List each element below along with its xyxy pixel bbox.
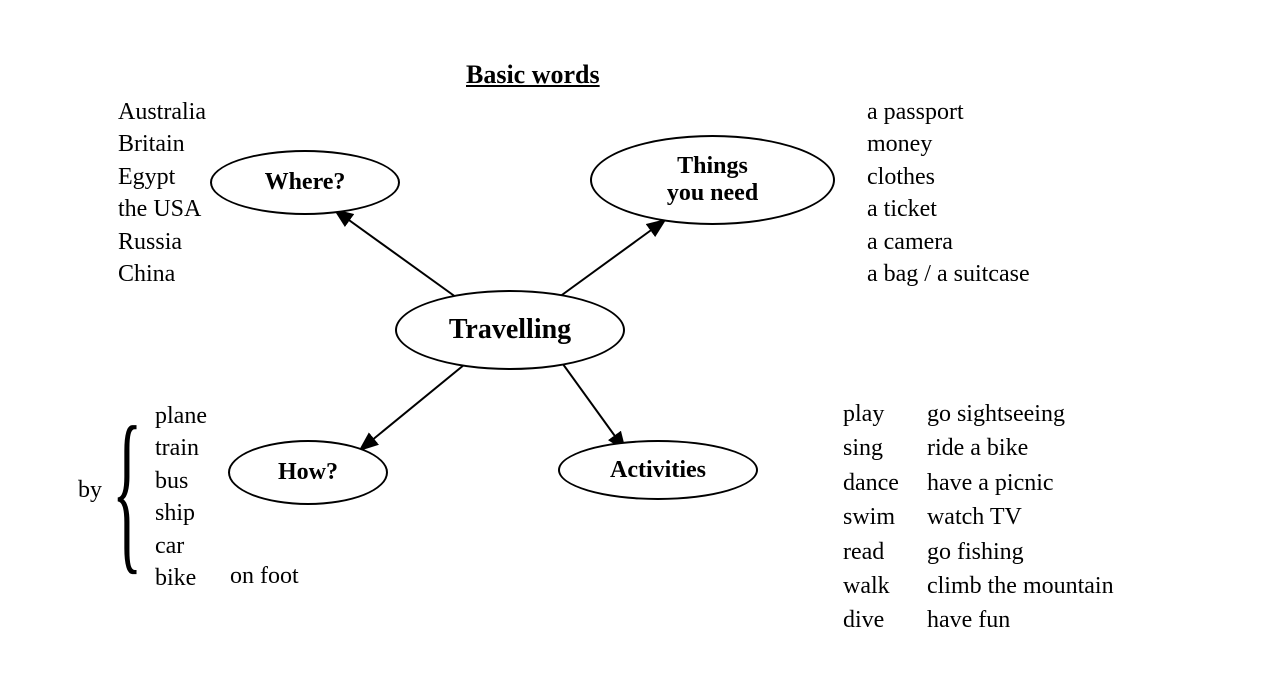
list-item: dive (843, 604, 899, 636)
node-how-label: How? (278, 459, 338, 486)
node-activities-label: Activities (610, 457, 706, 484)
curly-brace-icon: { (112, 418, 142, 562)
list-item: Russia (118, 226, 206, 258)
list-item: play (843, 398, 899, 430)
list-item: Egypt (118, 161, 206, 193)
list-item: China (118, 258, 206, 290)
list-item: watch TV (927, 501, 1114, 533)
node-things-label: Things you need (667, 153, 758, 207)
list-item: train (155, 432, 207, 464)
node-where-label: Where? (265, 169, 346, 196)
center-node-travelling: Travelling (395, 290, 625, 370)
list-item: a camera (867, 226, 1030, 258)
list-item: clothes (867, 161, 1030, 193)
things-list: a passport money clothes a ticket a came… (867, 96, 1030, 290)
list-item: have fun (927, 604, 1114, 636)
node-how: How? (228, 440, 388, 505)
list-item: swim (843, 501, 899, 533)
list-item: Britain (118, 128, 206, 160)
list-item: plane (155, 400, 207, 432)
list-item: a bag / a suitcase (867, 258, 1030, 290)
list-item: ride a bike (927, 432, 1114, 464)
node-where: Where? (210, 150, 400, 215)
page-title: Basic words (466, 60, 600, 90)
list-item: a ticket (867, 193, 1030, 225)
node-activities: Activities (558, 440, 758, 500)
how-on-foot: on foot (230, 563, 299, 590)
list-item: money (867, 128, 1030, 160)
how-by-label: by (78, 477, 102, 504)
list-item: Australia (118, 96, 206, 128)
node-things-you-need: Things you need (590, 135, 835, 225)
list-item: go fishing (927, 536, 1114, 568)
list-item: car (155, 530, 207, 562)
list-item: a passport (867, 96, 1030, 128)
list-item: climb the mountain (927, 570, 1114, 602)
list-item: have a picnic (927, 467, 1114, 499)
how-list: plane train bus ship car bike (155, 400, 207, 594)
list-item: go sightseeing (927, 398, 1114, 430)
list-item: dance (843, 467, 899, 499)
list-item: read (843, 536, 899, 568)
center-node-label: Travelling (449, 314, 571, 346)
activities-list: play go sightseeing sing ride a bike dan… (843, 398, 1114, 637)
list-item: the USA (118, 193, 206, 225)
list-item: walk (843, 570, 899, 602)
list-item: bike (155, 562, 207, 594)
where-list: Australia Britain Egypt the USA Russia C… (118, 96, 206, 290)
list-item: ship (155, 497, 207, 529)
list-item: sing (843, 432, 899, 464)
list-item: bus (155, 465, 207, 497)
